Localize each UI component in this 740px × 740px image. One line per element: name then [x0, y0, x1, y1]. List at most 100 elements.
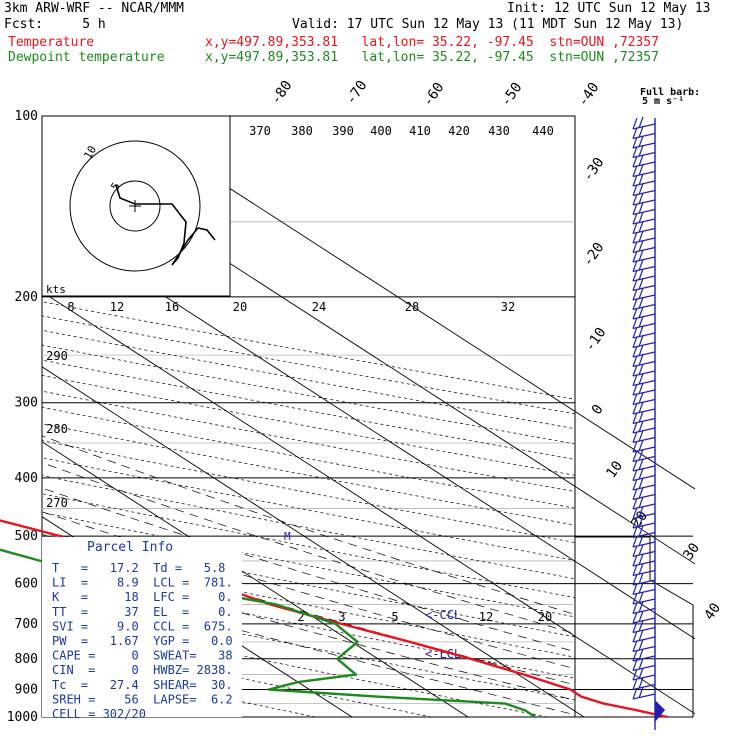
wind-barb-tick: [632, 326, 638, 339]
wind-barb-tick: [632, 250, 638, 263]
model-title: 3km ARW-WRF -- NCAR/MMM: [4, 1, 185, 16]
wind-barb-tick: [632, 630, 638, 643]
hodograph-trace: [115, 184, 216, 266]
wind-barb-tick: [632, 402, 638, 415]
wind-barb-tick: [638, 344, 644, 357]
pressure-label-600: 600: [15, 577, 38, 592]
parcel-info-row: CELL = 302/20: [52, 707, 146, 721]
isotherm-label--20: -20: [580, 240, 608, 270]
wind-barb-tick: [638, 116, 644, 129]
hodograph-ring-label-10: 10: [81, 144, 99, 162]
wind-barb-tick: [632, 659, 638, 671]
wind-barb-tick: [632, 649, 638, 662]
isotherm: [42, 366, 585, 717]
parcel-info-row: CAPE = 0 SWEAT= 38: [52, 649, 233, 663]
wind-barb-tick: [638, 278, 644, 290]
wind-barb-tick: [638, 629, 644, 642]
mixing-ratio-label-20: 20: [538, 610, 552, 624]
init-time: Init: 12 UTC Sun 12 May 13: [507, 1, 711, 16]
wind-barb-tick: [632, 355, 638, 367]
wind-barb-tick: [632, 298, 638, 310]
theta-row2-label-12: 12: [110, 300, 124, 314]
parcel-info-row: Tc = 27.4 SHEAR= 30.: [52, 678, 233, 692]
wind-barb-tick: [638, 515, 644, 528]
wind-barb-tick: [638, 316, 644, 328]
isotherm: [117, 116, 695, 490]
wind-barb-tick: [632, 497, 638, 510]
wind-barb-tick: [632, 516, 638, 529]
isotherm-label--50: -50: [498, 80, 526, 110]
wind-barb-tick: [638, 487, 644, 499]
isotherm: [42, 216, 695, 640]
wind-barb-tick: [632, 203, 638, 215]
wind-barb-tick: [638, 534, 644, 547]
wind-barb-tick: [638, 582, 644, 594]
wind-barb-tick: [638, 601, 644, 613]
wind-barb-tick: [638, 259, 644, 271]
wind-barb-tick: [638, 658, 644, 670]
wind-barb-tick: [632, 611, 638, 624]
wind-barb-tick: [632, 260, 638, 272]
theta-row2-label-24: 24: [312, 300, 326, 314]
theta-label-370: 370: [249, 124, 271, 138]
theta-label-440: 440: [532, 124, 554, 138]
isotherm-label--60: -60: [420, 80, 448, 110]
wind-barb-tick: [632, 440, 638, 453]
theta-label-380: 380: [291, 124, 313, 138]
left-label-290: 290: [46, 349, 68, 363]
wind-barb-tick: [638, 221, 644, 233]
wind-barb-tick: [632, 279, 638, 291]
theta-row2-label-20: 20: [233, 300, 247, 314]
parcel-info-row: K = 18 LFC = 0.: [52, 590, 233, 604]
wind-barb-tick: [632, 421, 638, 434]
wind-barb-tick: [638, 392, 644, 404]
wind-barb: [632, 693, 656, 700]
hodograph-units: kts: [46, 283, 66, 296]
isotherm-label-10: 10: [603, 458, 626, 481]
wind-barb-tick: [638, 354, 644, 366]
wind-barb-tick: [638, 591, 644, 604]
wind-barb-tick: [638, 363, 644, 376]
wind-barb-tick: [638, 287, 644, 300]
wind-barb-tick: [632, 687, 638, 700]
wind-barb-tick: [632, 383, 638, 396]
wind-barb-tick: [632, 583, 638, 595]
wind-barb-tick: [632, 640, 638, 652]
wind-barb-tick: [632, 174, 638, 187]
wind-barb-tick: [638, 145, 644, 157]
wind-barb-tick: [638, 477, 644, 490]
dry-adiabat: [42, 344, 575, 445]
parcel-info-title: Parcel Info: [87, 540, 173, 555]
theta-label-430: 430: [488, 124, 510, 138]
wind-barb-tick: [632, 184, 638, 196]
wind-barb-tick: [632, 336, 638, 348]
wind-barb-tick: [632, 621, 638, 633]
dry-adiabat: [42, 592, 575, 701]
wind-barb-tick: [638, 382, 644, 395]
wind-barb-tick: [632, 146, 638, 158]
isotherm-label--80: -80: [268, 78, 296, 108]
wind-barb-tick: [638, 135, 644, 148]
wind-barb-tick: [638, 639, 644, 651]
theta-label-420: 420: [448, 124, 470, 138]
dry-adiabat: [42, 613, 548, 717]
wind-barb-tick: [638, 496, 644, 509]
wind-barb-tick: [638, 164, 644, 176]
parcel-info-row: PW = 1.67 YGP = 0.0: [52, 634, 233, 648]
theta-row2-label-8: 8: [67, 300, 74, 314]
wind-barb-tick: [638, 192, 644, 205]
wind-barb-tick: [632, 317, 638, 329]
marker-ccl: <-CCL: [425, 608, 461, 622]
barb-legend-line2: 5 m s⁻¹: [642, 96, 684, 107]
wind-barb-tick: [632, 288, 638, 301]
parcel-info-row: CIN = 0 HWBZ= 2838.: [52, 663, 233, 677]
marker-lcl: <-LCL: [425, 647, 461, 661]
wind-barb-tick: [632, 602, 638, 614]
isotherm-label--10: -10: [582, 325, 610, 355]
hodograph-ring-inner: [109, 180, 161, 232]
barb-legend-line1: Full barb:: [640, 87, 700, 98]
wind-barb-tick: [632, 459, 638, 472]
dewpoint-legend-info: x,y=497.89,353.81 lat,lon= 35.22, -97.45…: [205, 50, 659, 65]
wind-barb-tick: [632, 393, 638, 405]
wind-barb-tick: [632, 212, 638, 225]
